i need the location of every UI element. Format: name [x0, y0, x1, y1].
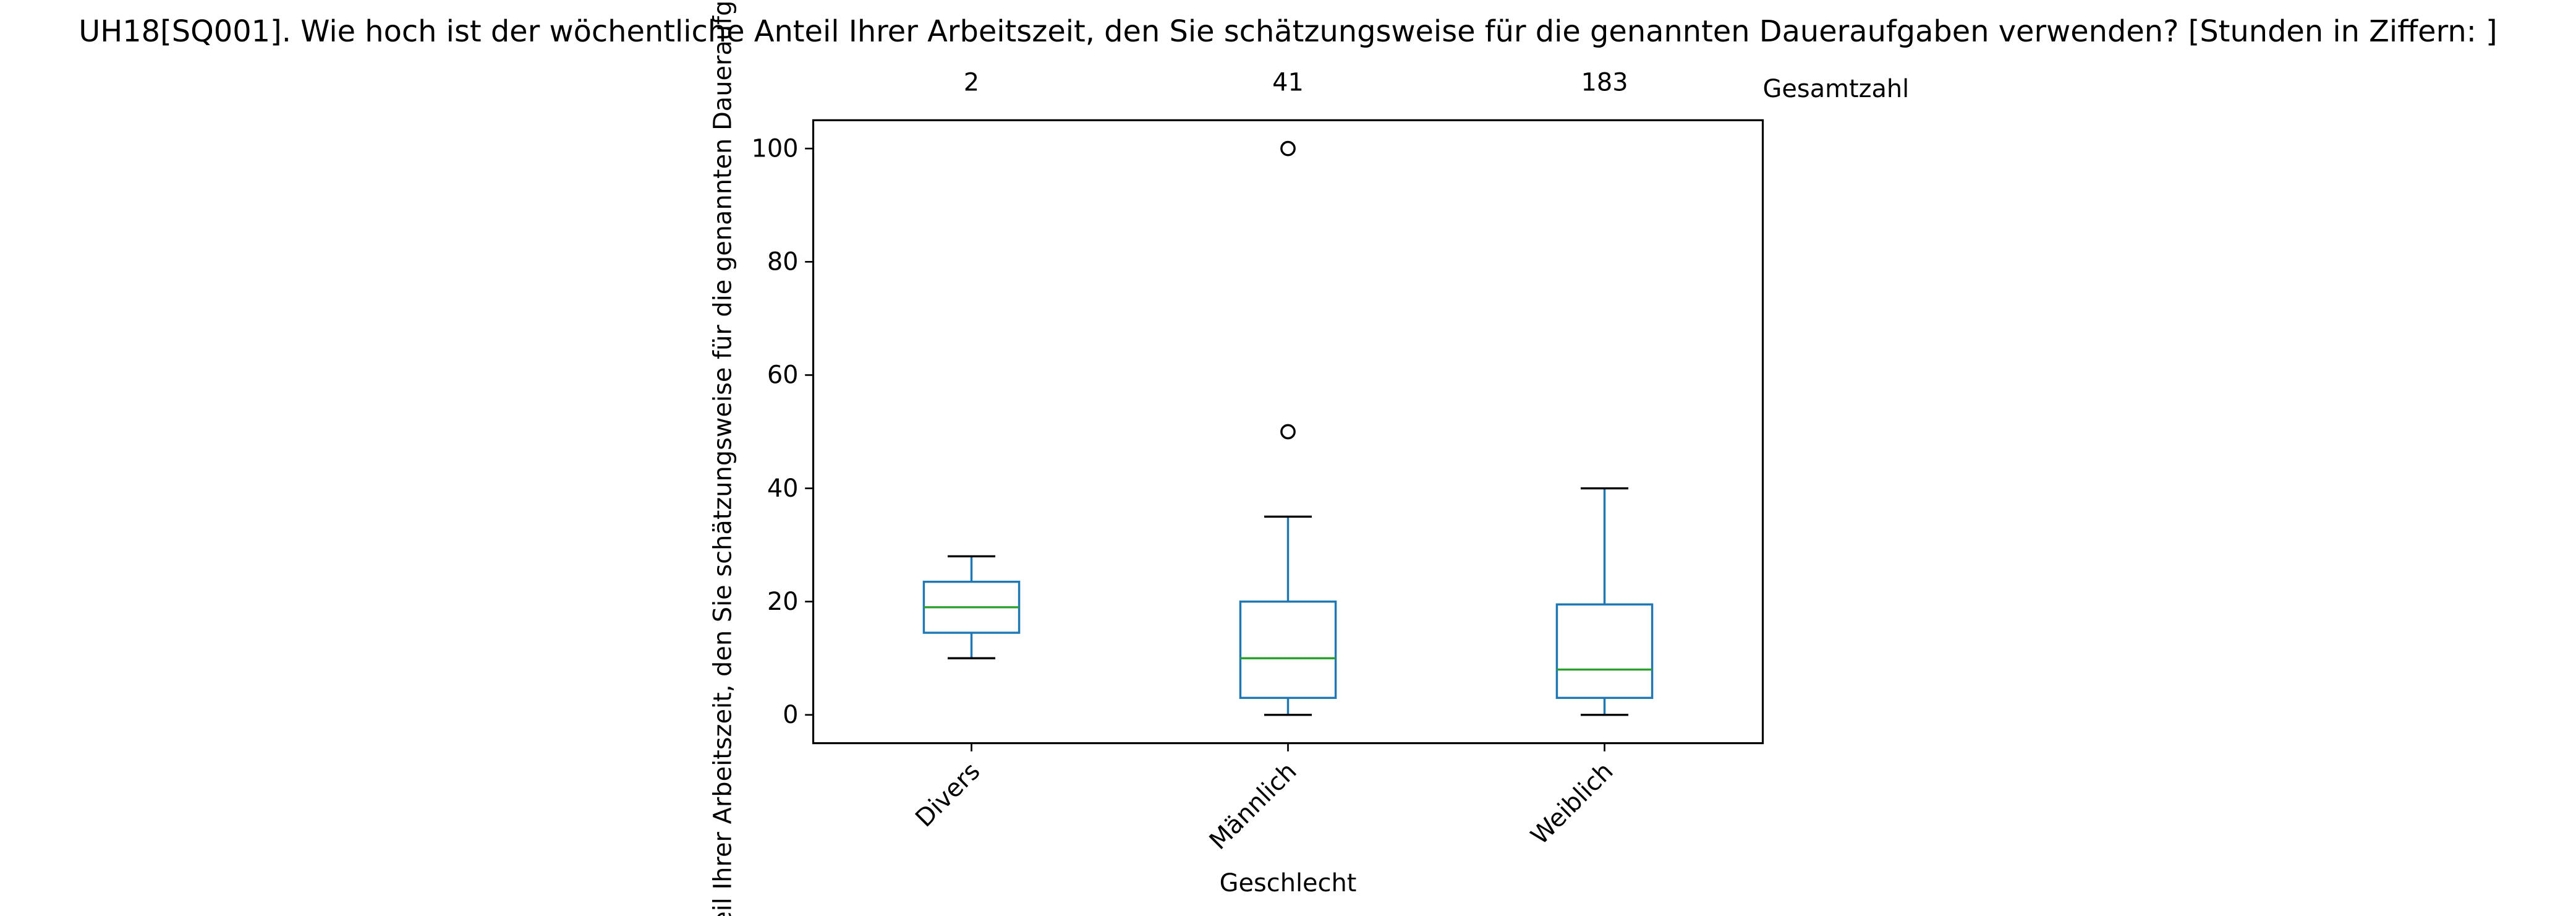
y-axis-label: Wie hoch ist der wöchentliche Anteil Ihr… — [709, 0, 738, 916]
count-label: 183 — [1581, 69, 1628, 97]
count-label: 2 — [964, 69, 979, 97]
count-label: 41 — [1272, 69, 1304, 97]
flier — [1280, 424, 1296, 440]
counts-label: Gesamtzahl — [1763, 75, 1910, 103]
x-axis-label: Geschlecht — [1220, 869, 1357, 897]
chart-title: UH18[SQ001]. Wie hoch ist der wöchentlic… — [79, 15, 2497, 49]
y-tick-label: 0 — [783, 701, 798, 729]
y-tick-label: 80 — [767, 248, 799, 276]
y-tick-label: 100 — [751, 134, 798, 163]
flier — [1280, 140, 1296, 156]
y-tick-label: 20 — [767, 588, 799, 616]
y-tick-label: 40 — [767, 474, 799, 503]
y-tick-label: 60 — [767, 361, 799, 390]
box — [1239, 600, 1337, 700]
box — [1555, 603, 1654, 700]
